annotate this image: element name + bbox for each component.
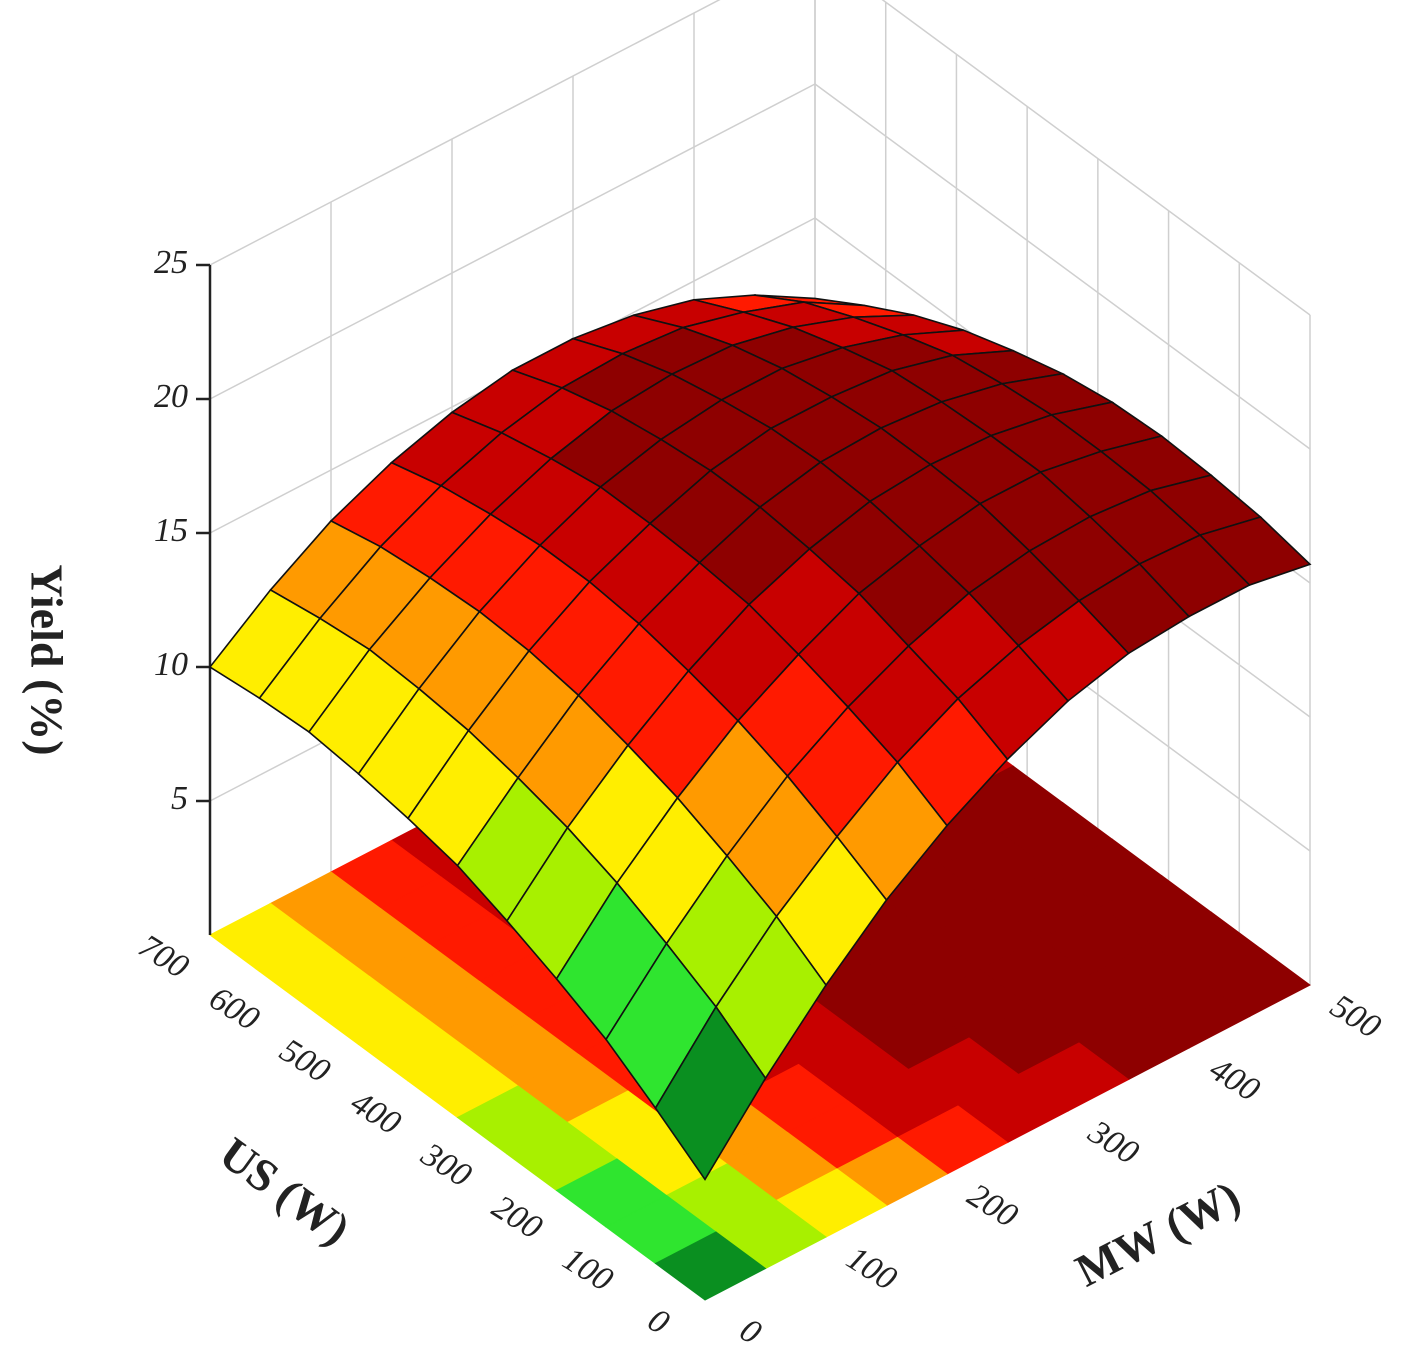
z-tick-label: 5 bbox=[171, 780, 188, 817]
surface-cell bbox=[654, 1005, 767, 1181]
z-tick-label: 15 bbox=[154, 512, 188, 549]
x-tick-label: 200 bbox=[486, 1188, 549, 1246]
x-tick-label: 400 bbox=[344, 1084, 407, 1142]
x-tick-label: 600 bbox=[203, 980, 266, 1038]
x-tick-label: 700 bbox=[132, 928, 195, 986]
z-axis-title: Yield (%) bbox=[21, 564, 72, 755]
y-tick-label: 0 bbox=[733, 1312, 767, 1349]
y-tick-label: 100 bbox=[840, 1240, 903, 1298]
x-tick-label: 100 bbox=[556, 1240, 619, 1298]
z-tick-label: 10 bbox=[154, 646, 188, 683]
x-tick-label: 0 bbox=[641, 1302, 675, 1342]
y-tick-label: 200 bbox=[961, 1177, 1024, 1235]
x-tick-label: 300 bbox=[414, 1136, 478, 1195]
y-tick-label: 300 bbox=[1081, 1113, 1145, 1172]
z-tick-label: 20 bbox=[154, 378, 188, 415]
floor-contour-cell bbox=[654, 1231, 767, 1301]
wall-grid-line bbox=[881, 0, 1311, 316]
y-tick-label: 500 bbox=[1324, 988, 1387, 1046]
y-tick-label: 400 bbox=[1203, 1051, 1266, 1109]
wall-grid-line bbox=[209, 0, 721, 266]
y-axis-title: MW (W) bbox=[1067, 1171, 1248, 1297]
wall-grid-line bbox=[209, 83, 816, 400]
x-axis-title: US (W) bbox=[210, 1127, 359, 1255]
x-tick-label: 500 bbox=[273, 1032, 336, 1090]
z-tick-label: 25 bbox=[154, 244, 188, 281]
wall-grid-line bbox=[814, 83, 1311, 450]
